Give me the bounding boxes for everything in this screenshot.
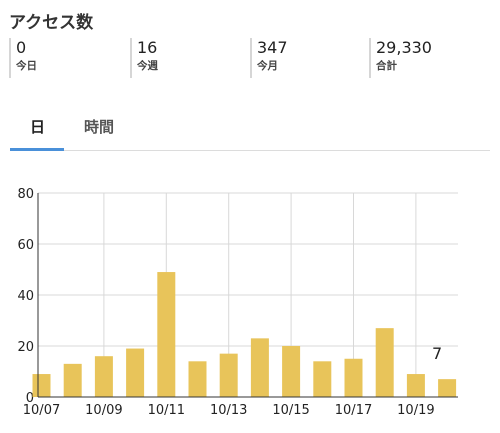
stat-today: 0 今日 xyxy=(9,38,37,78)
stat-month: 347 今月 xyxy=(250,38,288,78)
tab-divider xyxy=(10,150,490,151)
x-tick-label: 10/07 xyxy=(23,403,60,418)
y-tick-label: 40 xyxy=(17,289,34,304)
stat-today-label: 今日 xyxy=(16,60,37,72)
stat-total-value: 29,330 xyxy=(376,38,432,57)
y-tick-label: 60 xyxy=(17,238,34,253)
bar xyxy=(313,361,332,397)
page-title: アクセス数 xyxy=(9,13,94,33)
bar xyxy=(157,272,176,397)
bar xyxy=(126,348,145,397)
y-tick-label: 80 xyxy=(17,187,34,202)
bar xyxy=(63,363,82,397)
x-tick-label: 10/11 xyxy=(148,403,185,418)
bar xyxy=(375,328,394,397)
bar xyxy=(406,374,425,397)
bar xyxy=(188,361,207,397)
bar xyxy=(282,346,301,397)
stat-month-value: 347 xyxy=(257,38,288,57)
x-tick-label: 10/15 xyxy=(272,403,309,418)
x-tick-label: 10/09 xyxy=(85,403,122,418)
y-tick-label: 20 xyxy=(17,340,34,355)
stat-total: 29,330 合計 xyxy=(369,38,432,78)
bar xyxy=(250,338,269,397)
y-tick-label: 0 xyxy=(26,391,34,406)
bar xyxy=(32,374,51,397)
access-bar-chart: 0 20 40 60 80 10/07 10/09 10/11 10/13 10/15 10/17 1… xyxy=(17,187,458,418)
stat-week-label: 今週 xyxy=(137,60,158,72)
tab-hour[interactable]: 時間 xyxy=(84,118,115,136)
bar xyxy=(344,358,363,397)
bar xyxy=(438,379,457,397)
bar-value-label: 7 xyxy=(432,344,442,363)
x-tick-label: 10/13 xyxy=(210,403,247,418)
bar xyxy=(94,356,113,397)
tab-bar: 日 時間 xyxy=(0,110,500,152)
stats-row: 0 今日 16 今週 347 今月 29,330 合計 xyxy=(0,38,500,82)
x-tick-label: 10/17 xyxy=(335,403,372,418)
x-tick-label: 10/19 xyxy=(397,403,434,418)
stat-week: 16 今週 xyxy=(130,38,158,78)
bar xyxy=(219,353,238,397)
stat-today-value: 0 xyxy=(16,38,27,57)
stat-total-label: 合計 xyxy=(376,60,397,72)
stat-week-value: 16 xyxy=(137,38,158,57)
tab-active-indicator xyxy=(10,148,64,151)
tab-day[interactable]: 日 xyxy=(30,118,46,136)
stat-month-label: 今月 xyxy=(257,60,278,72)
